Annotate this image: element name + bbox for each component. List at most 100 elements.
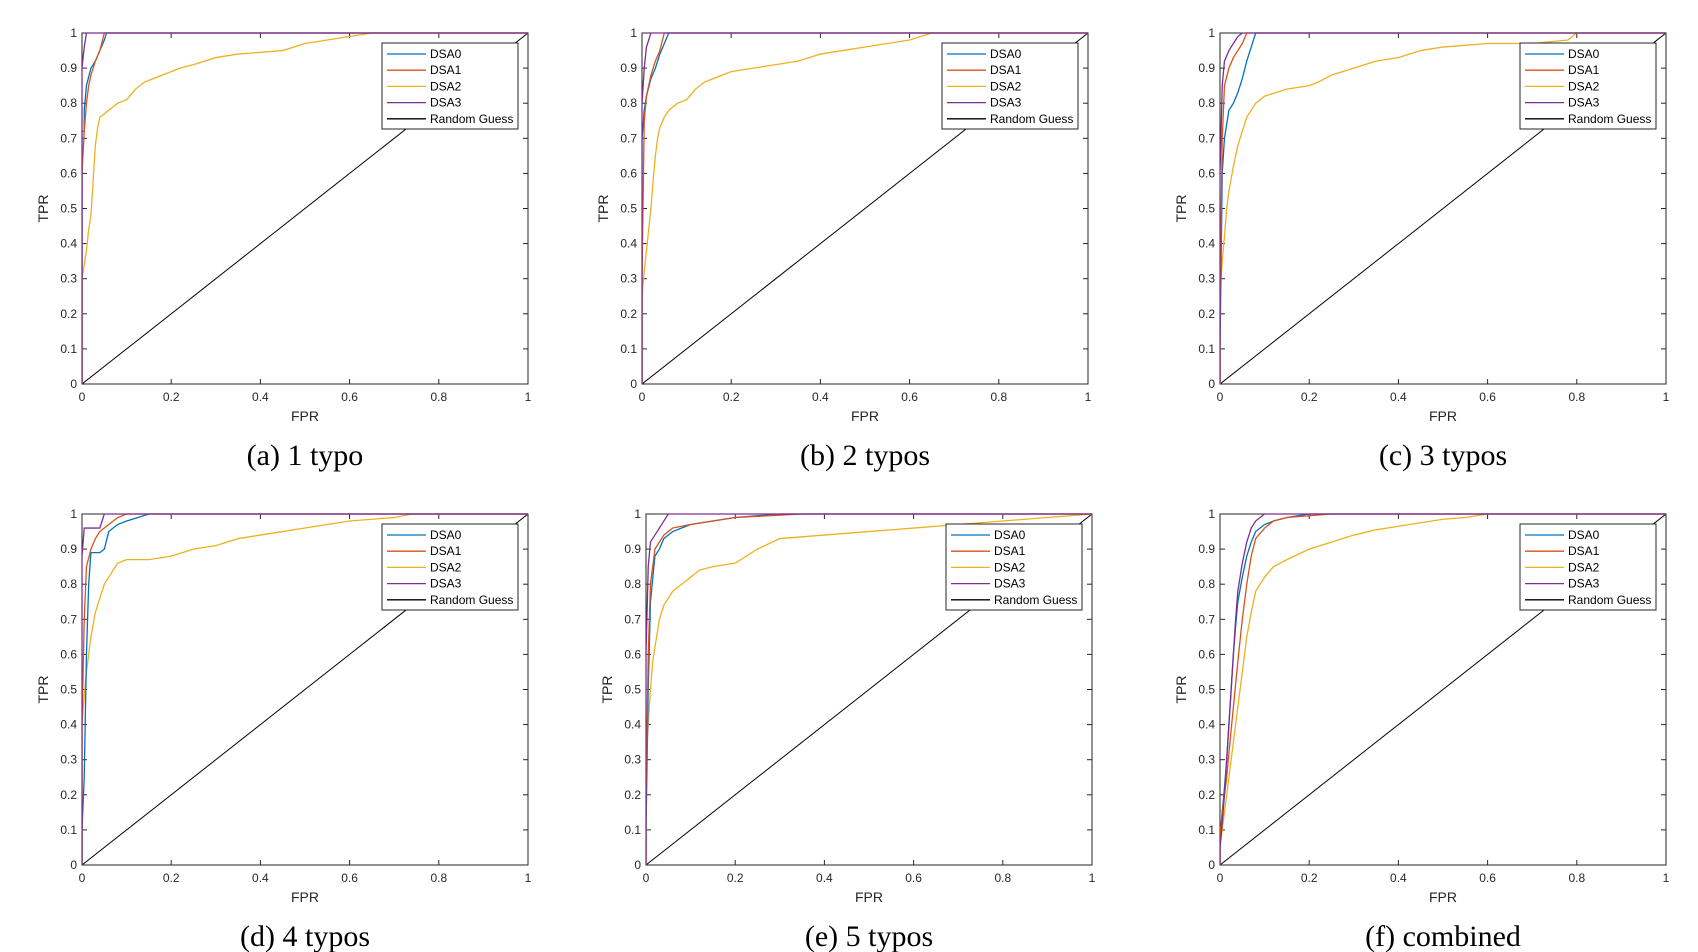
y-tick-label: 0.8 [624, 577, 641, 591]
series-line-dsa1 [642, 32, 1088, 384]
y-tick-label: 0.6 [60, 647, 77, 661]
panel-caption: (a) 1 typo [247, 439, 364, 472]
x-tick-label: 0 [79, 390, 86, 404]
x-tick-label: 0.6 [341, 390, 358, 404]
y-tick-label: 0.5 [624, 683, 641, 697]
x-tick-label: 0.4 [1390, 871, 1407, 885]
x-tick-label: 0.2 [723, 390, 740, 404]
x-tick-label: 0.8 [1568, 871, 1585, 885]
y-axis-label: TPR [599, 676, 615, 704]
y-tick-label: 0.2 [624, 788, 641, 802]
y-tick-label: 0.1 [1198, 823, 1215, 837]
x-tick-label: 1 [1663, 871, 1670, 885]
series-line-dsa3 [1220, 513, 1666, 865]
legend-entry: DSA3 [994, 577, 1026, 591]
y-tick-label: 0.7 [60, 612, 77, 626]
series-line-dsa3 [1220, 32, 1666, 384]
x-tick-label: 0.6 [901, 390, 918, 404]
y-tick-label: 0.2 [1198, 307, 1215, 321]
x-tick-label: 1 [1089, 871, 1096, 885]
series-line-dsa2 [642, 32, 1088, 384]
legend-entry: DSA1 [430, 63, 462, 77]
x-axis-label: FPR [291, 408, 319, 424]
y-tick-label: 0.8 [60, 96, 77, 110]
y-tick-label: 0 [70, 858, 77, 872]
y-tick-label: 0.9 [1198, 61, 1215, 75]
y-tick-label: 0.7 [1198, 131, 1215, 145]
y-tick-label: 0.7 [1198, 612, 1215, 626]
legend: DSA0 DSA1 DSA2 DSA3 Random Guess [1519, 523, 1657, 611]
legend: DSA0 DSA1 DSA2 DSA3 Random Guess [1519, 42, 1657, 130]
legend-entry: DSA0 [1568, 528, 1600, 542]
x-tick-label: 0.2 [163, 390, 180, 404]
y-tick-label: 1 [70, 26, 77, 40]
x-tick-label: 0.4 [252, 390, 269, 404]
series-line-dsa2 [82, 513, 528, 865]
legend-entry: DSA3 [1568, 96, 1600, 110]
y-tick-label: 0.3 [1198, 272, 1215, 286]
y-tick-label: 0.7 [620, 131, 637, 145]
y-tick-label: 0.2 [60, 788, 77, 802]
y-tick-label: 0.1 [1198, 342, 1215, 356]
y-tick-label: 0.9 [60, 61, 77, 75]
roc-panel-6: 0 0.1 0.2 0.3 0.4 0.5 0.6 0.7 0.8 0.9 1 0 0.2 0.4 0.6 0… [1173, 507, 1670, 952]
y-tick-label: 0 [1208, 858, 1215, 872]
x-tick-label: 1 [1663, 390, 1670, 404]
y-tick-label: 0.6 [1198, 166, 1215, 180]
y-tick-label: 0 [634, 858, 641, 872]
x-tick-label: 0.6 [905, 871, 922, 885]
legend-entry: Random Guess [430, 593, 513, 607]
y-tick-label: 0.7 [60, 131, 77, 145]
y-tick-label: 0.2 [1198, 788, 1215, 802]
y-tick-label: 0.4 [60, 718, 77, 732]
y-tick-label: 1 [1208, 507, 1215, 521]
y-tick-label: 0.1 [624, 823, 641, 837]
series-line-dsa2 [1220, 513, 1666, 865]
series-line-dsa3 [82, 513, 528, 865]
y-tick-label: 0.4 [620, 237, 637, 251]
series-line-dsa1 [82, 32, 528, 384]
y-tick-label: 0.5 [620, 202, 637, 216]
panel-caption: (f) combined [1365, 920, 1521, 952]
legend-entry: Random Guess [990, 112, 1073, 126]
y-tick-label: 0 [1208, 377, 1215, 391]
series-line-dsa3 [642, 32, 1088, 384]
y-axis-label: TPR [595, 195, 611, 223]
x-tick-label: 1 [1085, 390, 1092, 404]
y-tick-label: 0.8 [620, 96, 637, 110]
legend-entry: DSA3 [430, 96, 462, 110]
y-tick-label: 0.1 [60, 342, 77, 356]
y-tick-label: 0.6 [624, 647, 641, 661]
legend-entry: DSA0 [990, 47, 1022, 61]
y-tick-label: 0.3 [60, 753, 77, 767]
legend-entry: DSA0 [430, 47, 462, 61]
y-tick-label: 0.4 [624, 718, 641, 732]
x-tick-label: 0.8 [430, 390, 447, 404]
y-tick-label: 1 [630, 26, 637, 40]
y-axis-label: TPR [35, 676, 51, 704]
y-axis-label: TPR [1173, 676, 1189, 704]
y-tick-label: 0.6 [60, 166, 77, 180]
legend: DSA0 DSA1 DSA2 DSA3 Random Guess [945, 523, 1083, 611]
x-tick-label: 0.2 [1301, 390, 1318, 404]
y-tick-label: 0.6 [1198, 647, 1215, 661]
x-tick-label: 0.8 [990, 390, 1007, 404]
panel-caption: (e) 5 typos [805, 920, 933, 952]
panel-caption: (d) 4 typos [240, 920, 370, 952]
x-tick-label: 0.4 [252, 871, 269, 885]
x-tick-label: 0 [1217, 390, 1224, 404]
x-axis-label: FPR [291, 889, 319, 905]
x-tick-label: 0 [639, 390, 646, 404]
y-axis-label: TPR [35, 195, 51, 223]
legend-entry: DSA1 [994, 544, 1026, 558]
y-tick-label: 0.4 [60, 237, 77, 251]
series-line-dsa1 [646, 513, 1092, 865]
y-tick-label: 0.5 [1198, 683, 1215, 697]
y-tick-label: 0.2 [620, 307, 637, 321]
series-line-dsa2 [1220, 32, 1666, 384]
x-tick-label: 0.2 [1301, 871, 1318, 885]
legend-entry: DSA3 [430, 577, 462, 591]
y-tick-label: 0.1 [620, 342, 637, 356]
series-line-dsa1 [1220, 32, 1666, 384]
legend-entry: DSA2 [994, 560, 1026, 574]
